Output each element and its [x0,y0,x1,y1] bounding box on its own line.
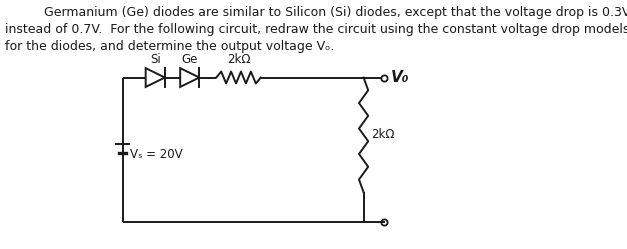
Text: Ge: Ge [182,53,198,66]
Text: Vₛ = 20V: Vₛ = 20V [130,148,183,161]
Text: 2kΩ: 2kΩ [227,53,250,66]
Text: 2kΩ: 2kΩ [371,128,395,141]
Text: Si: Si [150,53,161,66]
Text: for the diodes, and determine the output voltage Vₒ.: for the diodes, and determine the output… [5,40,334,53]
Text: Germanium (Ge) diodes are similar to Silicon (Si) diodes, except that the voltag: Germanium (Ge) diodes are similar to Sil… [44,6,627,19]
Text: instead of 0.7V.  For the following circuit, redraw the circuit using the consta: instead of 0.7V. For the following circu… [5,23,627,36]
Text: V₀: V₀ [391,70,409,85]
